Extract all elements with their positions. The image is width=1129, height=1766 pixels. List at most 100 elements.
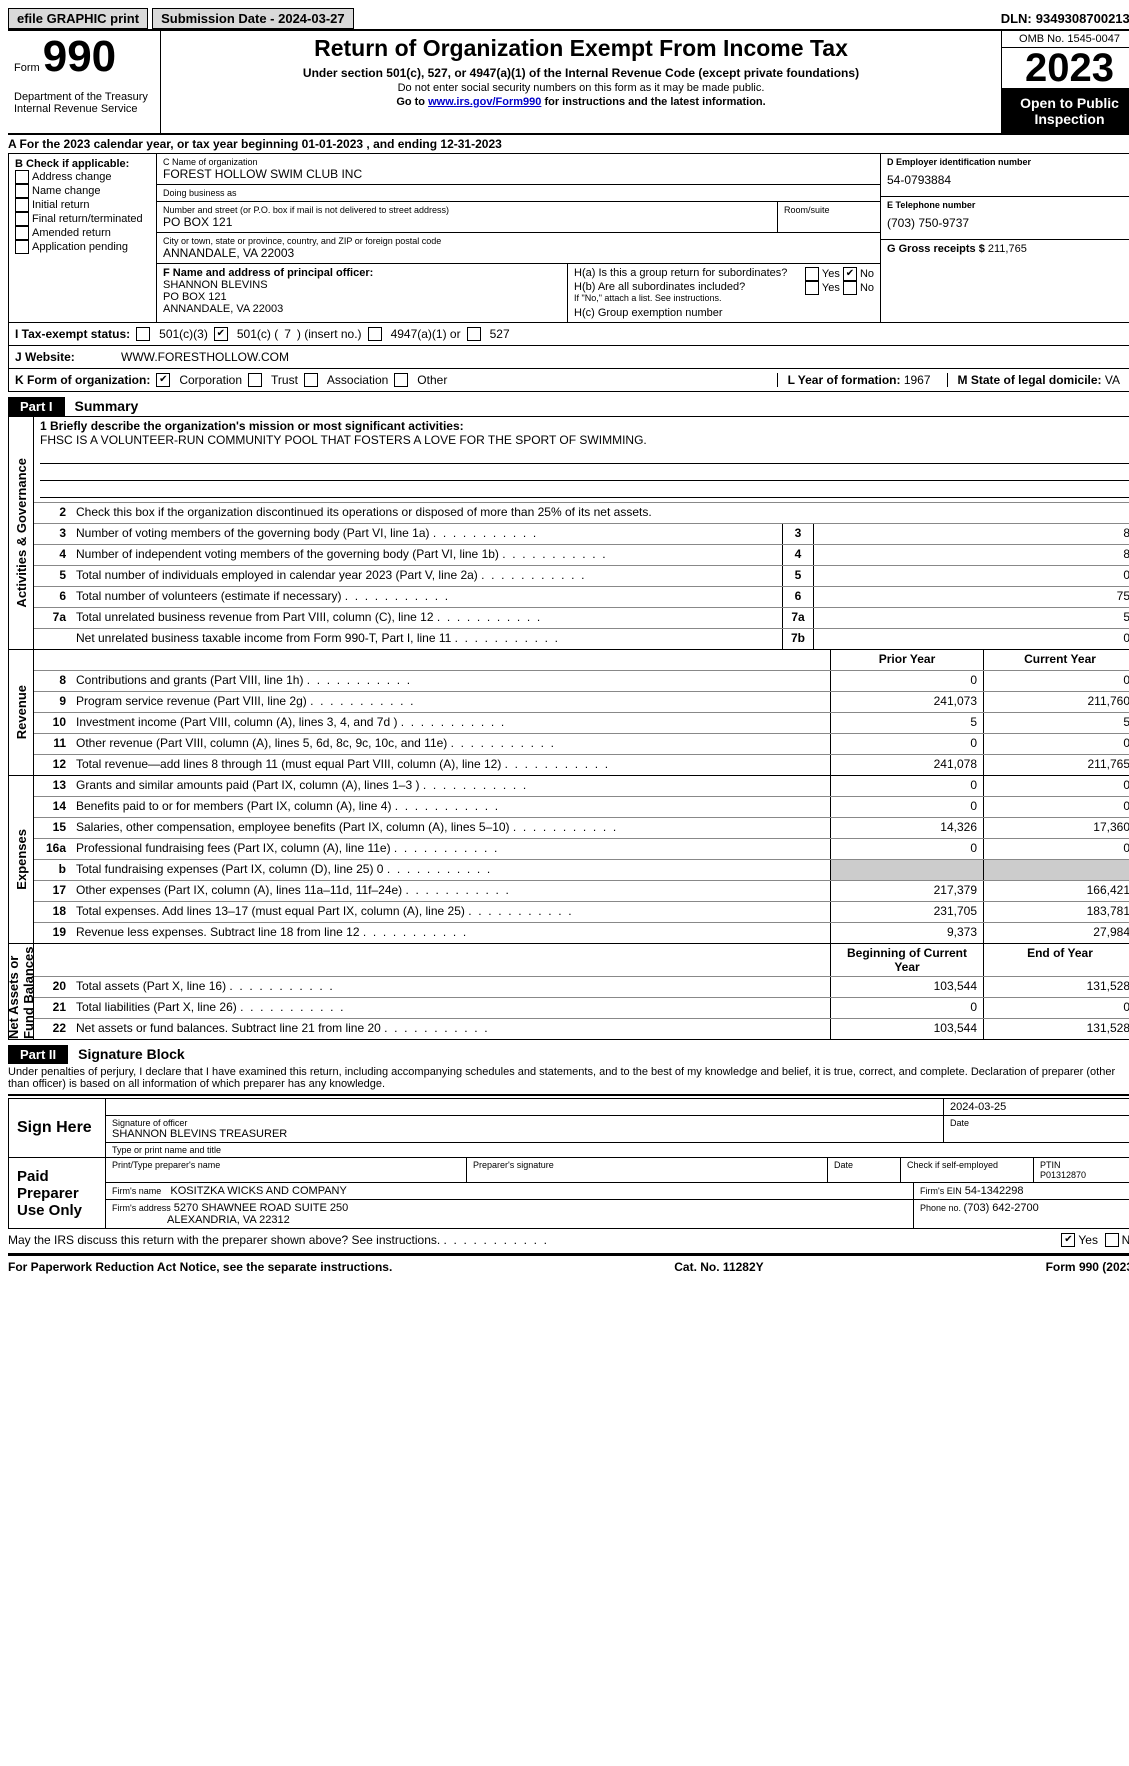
dln-label: DLN: bbox=[1001, 11, 1032, 26]
chk-discuss-yes[interactable] bbox=[1061, 1233, 1075, 1247]
row-i-tax-status: I Tax-exempt status: 501(c)(3) 501(c) (7… bbox=[8, 323, 1129, 346]
summary-row: 11Other revenue (Part VIII, column (A), … bbox=[34, 734, 1129, 755]
summary-row: 8Contributions and grants (Part VIII, li… bbox=[34, 671, 1129, 692]
tax-period-line: A For the 2023 calendar year, or tax yea… bbox=[8, 135, 1129, 153]
chk-initial-return[interactable] bbox=[15, 198, 29, 212]
part-1-header: Part I Summary bbox=[8, 396, 1129, 416]
chk-hb-no[interactable] bbox=[843, 281, 857, 295]
form-number: 990 bbox=[43, 32, 116, 81]
vlabel-expenses: Expenses bbox=[14, 829, 29, 890]
summary-row: 14Benefits paid to or for members (Part … bbox=[34, 797, 1129, 818]
chk-amended-return[interactable] bbox=[15, 226, 29, 240]
val-line-7b: 0 bbox=[813, 629, 1129, 649]
section-revenue: Revenue Prior YearCurrent Year 8Contribu… bbox=[8, 650, 1129, 776]
chk-final-return[interactable] bbox=[15, 212, 29, 226]
phone-value: (703) 750-9737 bbox=[887, 210, 1129, 236]
chk-hb-yes[interactable] bbox=[805, 281, 819, 295]
entity-info-block: B Check if applicable: Address change Na… bbox=[8, 153, 1129, 323]
summary-row: 10Investment income (Part VIII, column (… bbox=[34, 713, 1129, 734]
form-header: Form 990 Department of the Treasury Inte… bbox=[8, 29, 1129, 135]
summary-row: bTotal fundraising expenses (Part IX, co… bbox=[34, 860, 1129, 881]
paid-preparer-block: Paid Preparer Use Only Print/Type prepar… bbox=[8, 1158, 1129, 1229]
officer-signature-name: SHANNON BLEVINS TREASURER bbox=[112, 1128, 287, 1140]
mission-text: FHSC IS A VOLUNTEER-RUN COMMUNITY POOL T… bbox=[40, 433, 647, 447]
efile-print-button[interactable]: efile GRAPHIC print bbox=[8, 8, 148, 29]
summary-row: 21Total liabilities (Part X, line 26)00 bbox=[34, 998, 1129, 1019]
ptin-value: P01312870 bbox=[1040, 1170, 1086, 1180]
submission-date-chip: Submission Date - 2024-03-27 bbox=[152, 8, 354, 29]
tax-year: 2023 bbox=[1002, 48, 1129, 89]
sign-here-block: Sign Here 2024-03-25 Signature of office… bbox=[8, 1098, 1129, 1158]
chk-ha-yes[interactable] bbox=[805, 267, 819, 281]
summary-row: 19Revenue less expenses. Subtract line 1… bbox=[34, 923, 1129, 943]
top-toolbar: efile GRAPHIC print Submission Date - 20… bbox=[8, 8, 1129, 29]
chk-501c3[interactable] bbox=[136, 327, 150, 341]
org-name: FOREST HOLLOW SWIM CLUB INC bbox=[163, 167, 874, 181]
state-domicile: VA bbox=[1105, 373, 1120, 387]
ein-value: 54-0793884 bbox=[887, 167, 1129, 193]
val-line-6: 75 bbox=[813, 587, 1129, 607]
h-a: H(a) Is this a group return for subordin… bbox=[574, 267, 874, 279]
box-d: D Employer identification number 54-0793… bbox=[880, 154, 1129, 322]
summary-row: 17Other expenses (Part IX, column (A), l… bbox=[34, 881, 1129, 902]
row-j-website: J Website: WWW.FORESTHOLLOW.COM bbox=[8, 346, 1129, 369]
part-2-header: Part II Signature Block bbox=[8, 1044, 1129, 1064]
summary-row: 9Program service revenue (Part VIII, lin… bbox=[34, 692, 1129, 713]
sign-date: 2024-03-25 bbox=[944, 1099, 1129, 1115]
chk-association[interactable] bbox=[304, 373, 318, 387]
summary-row: 15Salaries, other compensation, employee… bbox=[34, 818, 1129, 839]
chk-address-change[interactable] bbox=[15, 170, 29, 184]
chk-ha-no[interactable] bbox=[843, 267, 857, 281]
form-subtitle-1: Under section 501(c), 527, or 4947(a)(1)… bbox=[167, 66, 995, 80]
h-c: H(c) Group exemption number bbox=[574, 307, 874, 319]
org-street: PO BOX 121 bbox=[163, 215, 771, 229]
box-c: C Name of organization FOREST HOLLOW SWI… bbox=[157, 154, 880, 322]
summary-row: 18Total expenses. Add lines 13–17 (must … bbox=[34, 902, 1129, 923]
summary-row: 13Grants and similar amounts paid (Part … bbox=[34, 776, 1129, 797]
dept-treasury: Department of the Treasury Internal Reve… bbox=[14, 91, 154, 115]
vlabel-revenue: Revenue bbox=[14, 685, 29, 739]
summary-row: 20Total assets (Part X, line 16)103,5441… bbox=[34, 977, 1129, 998]
form-title: Return of Organization Exempt From Incom… bbox=[167, 35, 995, 62]
open-to-public: Open to Public Inspection bbox=[1002, 89, 1129, 133]
form-subtitle-2: Do not enter social security numbers on … bbox=[167, 82, 995, 94]
firm-phone: (703) 642-2700 bbox=[964, 1202, 1039, 1214]
vlabel-governance: Activities & Governance bbox=[14, 458, 29, 608]
irs-link[interactable]: www.irs.gov/Form990 bbox=[428, 96, 541, 108]
year-formation: 1967 bbox=[904, 373, 931, 387]
val-line-5: 0 bbox=[813, 566, 1129, 586]
section-net-assets: Net Assets or Fund Balances Beginning of… bbox=[8, 944, 1129, 1040]
section-governance: Activities & Governance 1 Briefly descri… bbox=[8, 416, 1129, 650]
row-k-org-form: K Form of organization: Corporation Trus… bbox=[8, 369, 1129, 392]
website-value: WWW.FORESTHOLLOW.COM bbox=[121, 350, 289, 364]
officer-name: SHANNON BLEVINS bbox=[163, 279, 561, 291]
form-subtitle-3: Go to www.irs.gov/Form990 for instructio… bbox=[167, 96, 995, 108]
chk-name-change[interactable] bbox=[15, 184, 29, 198]
chk-other[interactable] bbox=[394, 373, 408, 387]
summary-row: 16aProfessional fundraising fees (Part I… bbox=[34, 839, 1129, 860]
chk-527[interactable] bbox=[467, 327, 481, 341]
h-b: H(b) Are all subordinates included? Yes … bbox=[574, 281, 874, 293]
org-city: ANNANDALE, VA 22003 bbox=[163, 246, 874, 260]
summary-row: 12Total revenue—add lines 8 through 11 (… bbox=[34, 755, 1129, 775]
form-word: Form bbox=[14, 62, 40, 74]
val-line-3: 8 bbox=[813, 524, 1129, 544]
val-line-7a: 5 bbox=[813, 608, 1129, 628]
chk-application-pending[interactable] bbox=[15, 240, 29, 254]
firm-ein: 54-1342298 bbox=[965, 1185, 1024, 1197]
gross-receipts: 211,765 bbox=[988, 243, 1027, 255]
page-footer: For Paperwork Reduction Act Notice, see … bbox=[8, 1258, 1129, 1276]
perjury-statement: Under penalties of perjury, I declare th… bbox=[8, 1064, 1129, 1092]
dln-value: 93493087002134 bbox=[1036, 11, 1129, 26]
summary-row: 22Net assets or fund balances. Subtract … bbox=[34, 1019, 1129, 1039]
val-line-4: 8 bbox=[813, 545, 1129, 565]
chk-discuss-no[interactable] bbox=[1105, 1233, 1119, 1247]
section-expenses: Expenses 13Grants and similar amounts pa… bbox=[8, 776, 1129, 944]
box-b: B Check if applicable: Address change Na… bbox=[9, 154, 157, 322]
chk-501c[interactable] bbox=[214, 327, 228, 341]
discuss-with-preparer: May the IRS discuss this return with the… bbox=[8, 1229, 1129, 1251]
chk-trust[interactable] bbox=[248, 373, 262, 387]
vlabel-net-assets: Net Assets or Fund Balances bbox=[6, 944, 36, 1039]
chk-4947[interactable] bbox=[368, 327, 382, 341]
chk-corporation[interactable] bbox=[156, 373, 170, 387]
